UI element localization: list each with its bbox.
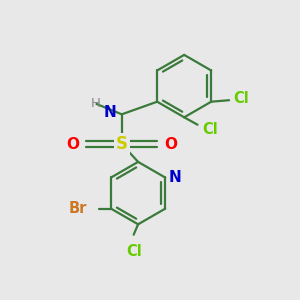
Text: N: N [104,105,116,120]
Text: Cl: Cl [233,91,249,106]
Text: N: N [169,170,182,185]
Text: H: H [91,98,101,110]
Text: Cl: Cl [126,244,142,259]
Text: Br: Br [69,201,87,216]
Text: O: O [67,136,80,152]
Text: O: O [164,136,177,152]
Text: Cl: Cl [202,122,218,137]
Text: S: S [116,135,128,153]
